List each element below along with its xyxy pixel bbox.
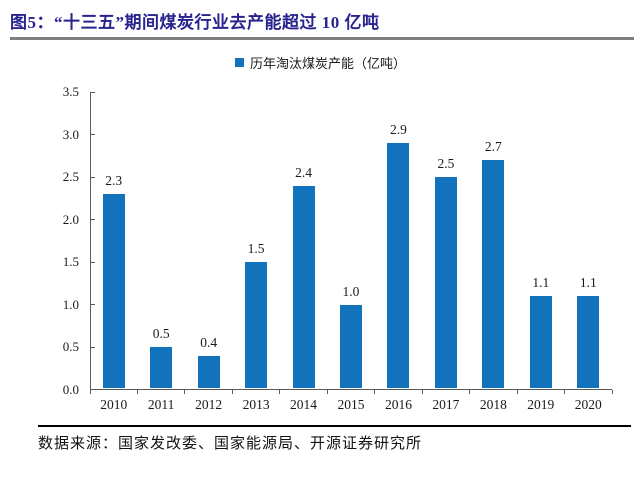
bar-value-label: 2.5 xyxy=(437,156,455,172)
y-axis-tick-mark xyxy=(90,176,95,178)
y-axis-tick-mark xyxy=(90,346,95,348)
data-source-note: 数据来源：国家发改委、国家能源局、开源证券研究所 xyxy=(38,436,423,452)
source-divider xyxy=(38,425,631,427)
bar-value-label: 1.1 xyxy=(532,275,550,291)
bar xyxy=(292,185,315,389)
bar-value-label: 2.9 xyxy=(390,122,407,138)
bar xyxy=(245,262,268,389)
y-axis-tick-mark xyxy=(90,219,95,221)
x-axis-tick-mark xyxy=(469,390,471,394)
bar xyxy=(387,143,410,389)
y-axis-tick-mark xyxy=(90,91,95,93)
y-axis-tick-mark xyxy=(90,134,95,136)
legend-swatch-icon xyxy=(234,58,244,67)
legend-label: 历年淘汰煤炭产能（亿吨） xyxy=(249,56,406,71)
x-axis-category-label: 2020 xyxy=(574,397,602,412)
bar xyxy=(482,160,505,389)
y-axis-tick-mark xyxy=(90,261,95,263)
x-axis-category-label: 2014 xyxy=(290,397,318,412)
x-axis-tick-mark xyxy=(421,390,423,394)
x-axis-category-label: 2018 xyxy=(479,397,507,412)
bar xyxy=(529,296,552,389)
x-axis-category-label: 2011 xyxy=(147,397,175,412)
x-axis-tick-mark xyxy=(231,390,233,394)
bar-value-label: 1.0 xyxy=(342,283,360,299)
bar-value-label: 2.7 xyxy=(484,139,502,155)
bar xyxy=(102,194,125,389)
figure-title: 图5：“十三五”期间煤炭行业去产能超过 10 亿吨 xyxy=(10,13,380,32)
bar-value-label: 0.5 xyxy=(152,326,170,342)
x-axis-category-label: 2012 xyxy=(195,397,223,412)
y-axis-tick-label: 0.5 xyxy=(62,339,79,355)
bar-value-label: 1.1 xyxy=(579,275,597,291)
y-axis-tick-label: 1.5 xyxy=(62,254,79,270)
bar xyxy=(197,355,220,389)
y-axis-tick-label: 2.5 xyxy=(62,169,79,185)
y-axis-tick-label: 0.0 xyxy=(62,382,79,397)
x-axis-tick-mark xyxy=(184,390,186,394)
x-axis-tick-mark xyxy=(374,390,376,394)
y-axis-tick-mark xyxy=(90,304,95,306)
bar xyxy=(150,347,173,389)
x-axis-tick-mark xyxy=(611,390,613,394)
x-axis-category-label: 2019 xyxy=(527,397,555,412)
title-divider xyxy=(10,37,634,40)
bar-value-label: 0.4 xyxy=(200,334,218,350)
x-axis-category-label: 2013 xyxy=(242,397,270,412)
x-axis-tick-mark xyxy=(564,390,566,394)
x-axis-category-label: 2010 xyxy=(100,397,128,412)
y-axis-tick-label: 3.5 xyxy=(62,84,79,99)
x-axis-tick-mark xyxy=(89,390,91,394)
bar-value-label: 2.4 xyxy=(295,164,312,180)
bar xyxy=(577,296,600,389)
x-axis-category-label: 2017 xyxy=(432,397,460,412)
bar-value-label: 2.3 xyxy=(105,173,123,189)
x-axis-category-label: 2015 xyxy=(337,397,365,412)
plot-area xyxy=(90,92,612,390)
chart-legend: 历年淘汰煤炭产能（亿吨） xyxy=(0,53,641,72)
bar xyxy=(340,304,362,389)
x-axis-tick-mark xyxy=(279,390,281,394)
x-axis-tick-mark xyxy=(516,390,518,394)
y-axis-tick-label: 2.0 xyxy=(62,211,79,227)
x-axis-category-label: 2016 xyxy=(384,397,412,412)
x-axis-tick-mark xyxy=(136,390,138,394)
bar xyxy=(434,177,457,389)
y-axis-tick-label: 1.0 xyxy=(62,296,79,312)
y-axis-tick-label: 3.0 xyxy=(62,126,79,142)
x-axis-tick-mark xyxy=(326,390,328,394)
bar-value-label: 1.5 xyxy=(247,241,265,257)
